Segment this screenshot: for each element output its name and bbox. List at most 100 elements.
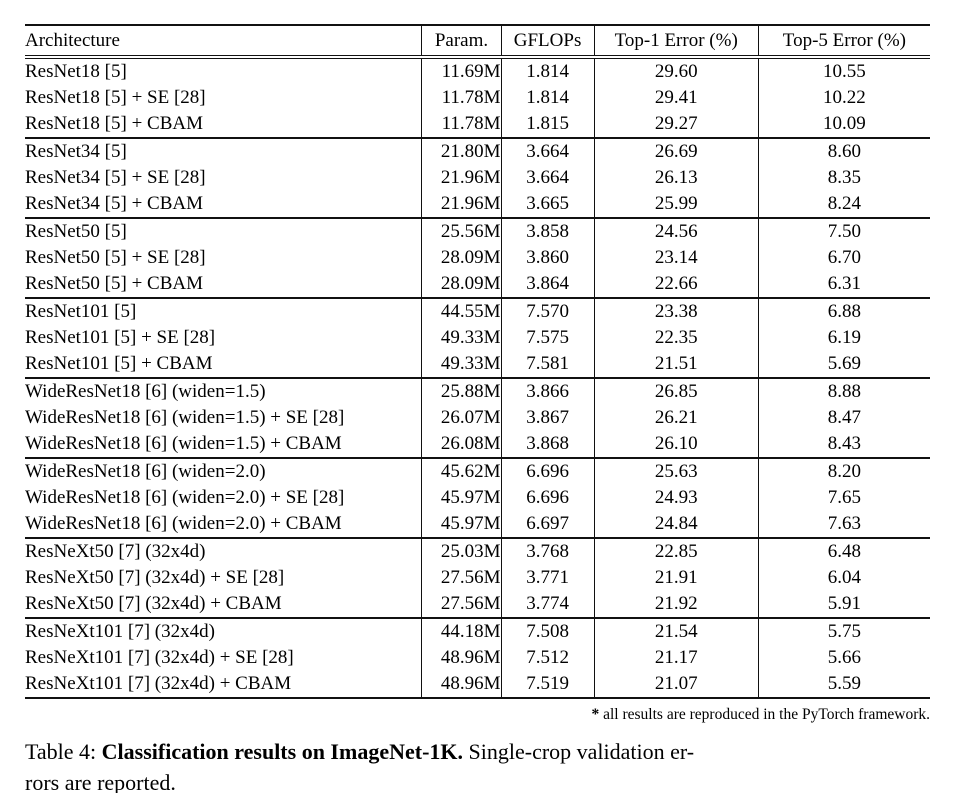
cell: 22.35 — [594, 325, 759, 351]
cell: ResNet101 [5] — [25, 298, 423, 325]
table-row: ResNeXt101 [7] (32x4d) 44.18M 7.508 21.54 5.… — [25, 618, 930, 645]
cell: 21.51 — [594, 351, 759, 378]
cell: 26.85 — [594, 378, 759, 405]
cell: 29.27 — [594, 111, 759, 138]
cell: ResNet101 [5] + CBAM — [25, 351, 423, 378]
cell: 26.07M — [421, 405, 502, 431]
cell: 25.88M — [421, 378, 502, 405]
column-header-top-5-error: Top-5 Error (%) — [782, 29, 906, 51]
cell: 6.70 — [827, 247, 862, 268]
cell: 28.09M — [421, 271, 502, 298]
table-row: ResNet101 [5] + CBAM 49.33M 7.581 21.51 5.69 — [25, 351, 930, 378]
cell: 3.868 — [501, 431, 595, 458]
cell: 26.10 — [594, 431, 759, 458]
cell: 24.93 — [594, 485, 759, 511]
table-row: ResNeXt50 [7] (32x4d) + SE [28] 27.56M 3.7… — [25, 565, 930, 591]
table-row: ResNet34 [5] + CBAM 21.96M 3.665 25.99 8.24 — [25, 191, 930, 218]
table-row: ResNet18 [5] + SE [28] 11.78M 1.814 29.41 10… — [25, 85, 930, 111]
header-row: Architecture Param. GFLOPs Top-1 Error (%) T… — [25, 25, 930, 57]
caption-bold-title: Classification results on ImageNet-1K. — [101, 739, 464, 764]
cell: 22.85 — [594, 538, 759, 565]
table-row: ResNet34 [5] + SE [28] 21.96M 3.664 26.13 8.… — [25, 165, 930, 191]
table-row: ResNet50 [5] + SE [28] 28.09M 3.860 23.14 6.… — [25, 245, 930, 271]
cell: 6.697 — [501, 511, 595, 538]
cell: ResNeXt101 [7] (32x4d) + SE [28] — [25, 645, 423, 671]
cell: 8.47 — [827, 407, 862, 428]
cell: 7.65 — [827, 487, 862, 508]
table-row: WideResNet18 [6] (widen=2.0) + SE [28] 45… — [25, 485, 930, 511]
cell: 7.575 — [501, 325, 595, 351]
cell: 3.860 — [501, 245, 595, 271]
cell: 5.59 — [827, 673, 862, 694]
cell: WideResNet18 [6] (widen=2.0) + SE [28] — [25, 485, 423, 511]
cell: ResNet18 [5] + CBAM — [25, 111, 423, 138]
cell: 3.858 — [501, 218, 595, 245]
column-header-gflops: GFLOPs — [501, 25, 595, 57]
table-row: ResNet18 [5] + CBAM 11.78M 1.815 29.27 10.09 — [25, 111, 930, 138]
cell: 44.18M — [421, 618, 502, 645]
cell: ResNeXt50 [7] (32x4d) + CBAM — [25, 591, 423, 618]
table-row: ResNeXt50 [7] (32x4d) + CBAM 27.56M 3.774 2… — [25, 591, 930, 618]
table-row: ResNet18 [5] 11.69M 1.814 29.60 10.55 — [25, 57, 930, 85]
cell: 6.48 — [827, 541, 862, 562]
cell: 5.66 — [827, 647, 862, 668]
cell: 10.09 — [823, 113, 866, 134]
cell: 6.19 — [827, 327, 862, 348]
cell: 7.519 — [501, 671, 595, 698]
cell: 27.56M — [421, 565, 502, 591]
cell: 1.815 — [501, 111, 595, 138]
cell: 3.864 — [501, 271, 595, 298]
cell: ResNeXt101 [7] (32x4d) + CBAM — [25, 671, 423, 698]
cell: 7.512 — [501, 645, 595, 671]
cell: 3.768 — [501, 538, 595, 565]
cell: ResNet34 [5] + SE [28] — [25, 165, 423, 191]
cell: 49.33M — [421, 351, 502, 378]
cell: 29.60 — [594, 57, 759, 85]
footnote-text: all results are reproduced in the PyTorc… — [599, 706, 930, 723]
table-row: ResNet50 [5] 25.56M 3.858 24.56 7.50 — [25, 218, 930, 245]
table-row: ResNet34 [5] 21.80M 3.664 26.69 8.60 — [25, 138, 930, 165]
cell: 8.88 — [827, 381, 862, 402]
table-row: ResNet101 [5] 44.55M 7.570 23.38 6.88 — [25, 298, 930, 325]
cell: 23.14 — [594, 245, 759, 271]
cell: WideResNet18 [6] (widen=1.5) + SE [28] — [25, 405, 423, 431]
column-header-param: Param. — [421, 25, 502, 57]
cell: ResNet18 [5] — [25, 57, 423, 85]
cell: WideResNet18 [6] (widen=2.0) — [25, 458, 423, 485]
cell: 6.696 — [501, 485, 595, 511]
column-header-architecture: Architecture — [25, 25, 423, 57]
cell: 8.24 — [827, 193, 862, 214]
cell: 27.56M — [421, 591, 502, 618]
table-row: ResNeXt101 [7] (32x4d) + SE [28] 48.96M 7.… — [25, 645, 930, 671]
cell: ResNeXt101 [7] (32x4d) — [25, 618, 423, 645]
table-row: ResNet50 [5] + CBAM 28.09M 3.864 22.66 6.31 — [25, 271, 930, 298]
table-row: ResNeXt101 [7] (32x4d) + CBAM 48.96M 7.519… — [25, 671, 930, 698]
cell: 22.66 — [594, 271, 759, 298]
cell: ResNeXt50 [7] (32x4d) — [25, 538, 423, 565]
cell: 10.55 — [823, 61, 866, 82]
cell: 49.33M — [421, 325, 502, 351]
cell: 21.17 — [594, 645, 759, 671]
cell: 8.20 — [827, 461, 862, 482]
cell: 8.35 — [827, 167, 862, 188]
cell: ResNet50 [5] + CBAM — [25, 271, 423, 298]
cell: WideResNet18 [6] (widen=1.5) — [25, 378, 423, 405]
results-table: Architecture Param. GFLOPs Top-1 Error (%) T… — [25, 24, 930, 699]
cell: 21.07 — [594, 671, 759, 698]
table-row: WideResNet18 [6] (widen=1.5) + CBAM 26.08… — [25, 431, 930, 458]
cell: 11.69M — [421, 57, 502, 85]
cell: 26.69 — [594, 138, 759, 165]
table-row: WideResNet18 [6] (widen=1.5) + SE [28] 26… — [25, 405, 930, 431]
table-footnote: * all results are reproduced in the PyTo… — [25, 706, 930, 724]
cell: 1.814 — [501, 57, 595, 85]
cell: 3.771 — [501, 565, 595, 591]
cell: ResNet34 [5] — [25, 138, 423, 165]
cell: ResNet18 [5] + SE [28] — [25, 85, 423, 111]
cell: ResNeXt50 [7] (32x4d) + SE [28] — [25, 565, 423, 591]
cell: 26.21 — [594, 405, 759, 431]
cell: 3.665 — [501, 191, 595, 218]
caption-text-line1: Single-crop validation er- — [463, 739, 695, 764]
cell: ResNet50 [5] + SE [28] — [25, 245, 423, 271]
footnote-asterisk: * — [591, 706, 600, 723]
cell: 6.696 — [501, 458, 595, 485]
